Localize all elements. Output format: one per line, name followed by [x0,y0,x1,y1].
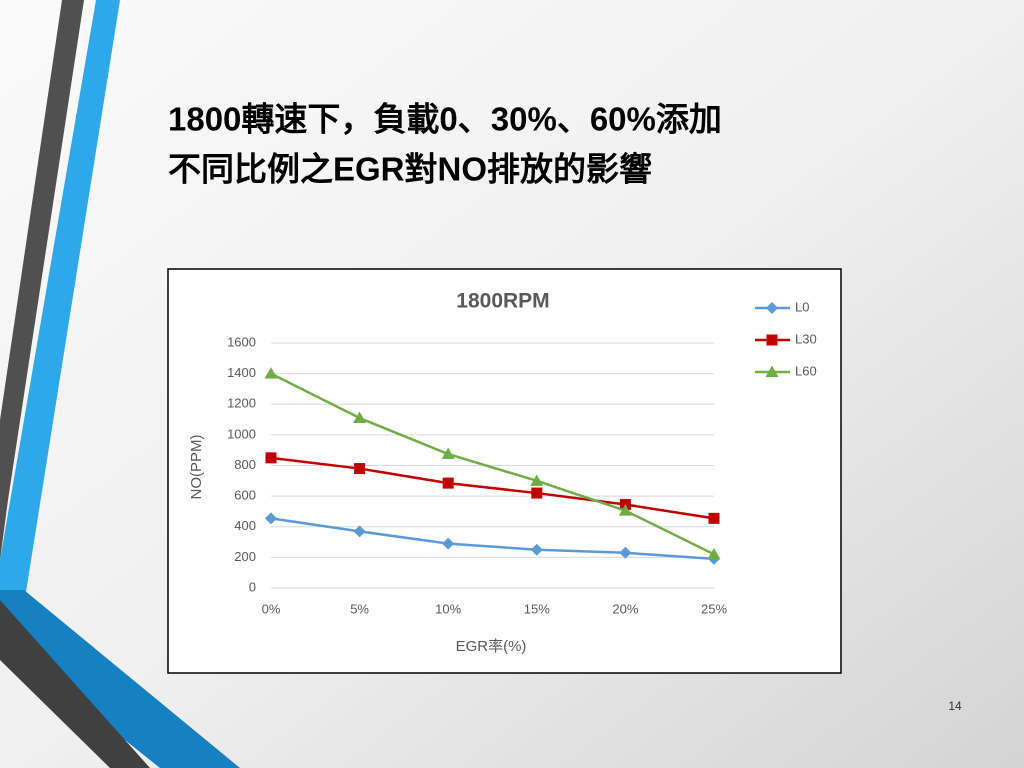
x-tick-label: 25% [701,601,727,616]
series-line [270,456,715,520]
marker [530,474,544,486]
y-tick-label: 1600 [227,334,256,349]
legend-marker [766,302,778,314]
y-tick-label: 800 [234,457,256,472]
legend-marker [766,334,778,346]
marker [442,537,455,550]
marker [707,547,721,560]
marker [618,504,632,516]
stripe-blue [0,0,120,592]
series-line [270,372,715,556]
y-tick-label: 600 [234,488,256,503]
y-tick-label: 1400 [227,365,256,380]
y-axis-label: NO(PPM) [188,435,205,500]
marker [353,411,367,424]
marker [264,367,278,379]
y-tick-label: 0 [249,579,256,594]
marker [442,477,454,489]
slide-title: 不同比例之EGR對NO排放的影響 [168,151,652,188]
x-tick-label: 10% [435,601,461,616]
page-number: 14 [948,699,962,713]
chart-title: 1800RPM [456,290,549,313]
marker [265,452,277,464]
slide-title: 1800轉速下，負載0、30%、60%添加 [168,101,722,138]
marker [441,447,455,460]
y-tick-label: 400 [234,518,256,533]
legend-label: L30 [795,331,817,346]
y-tick-label: 1200 [227,396,256,411]
legend-label: L60 [795,363,817,378]
corner-dark [0,600,150,768]
marker [353,525,366,538]
series-line [270,517,715,561]
marker [708,512,720,524]
x-tick-label: 20% [612,601,638,616]
x-tick-label: 5% [350,601,369,616]
x-tick-label: 15% [524,601,550,616]
corner-blue [0,590,240,768]
marker [265,512,277,525]
x-tick-label: 0% [262,601,281,616]
y-tick-label: 1000 [227,426,256,441]
marker [530,543,543,556]
x-axis-label: EGR率(%) [456,638,527,655]
marker [619,546,632,559]
legend-marker [765,365,779,377]
marker [531,487,543,499]
marker [354,463,366,475]
legend-label: L0 [795,299,809,314]
y-tick-label: 200 [234,549,256,564]
